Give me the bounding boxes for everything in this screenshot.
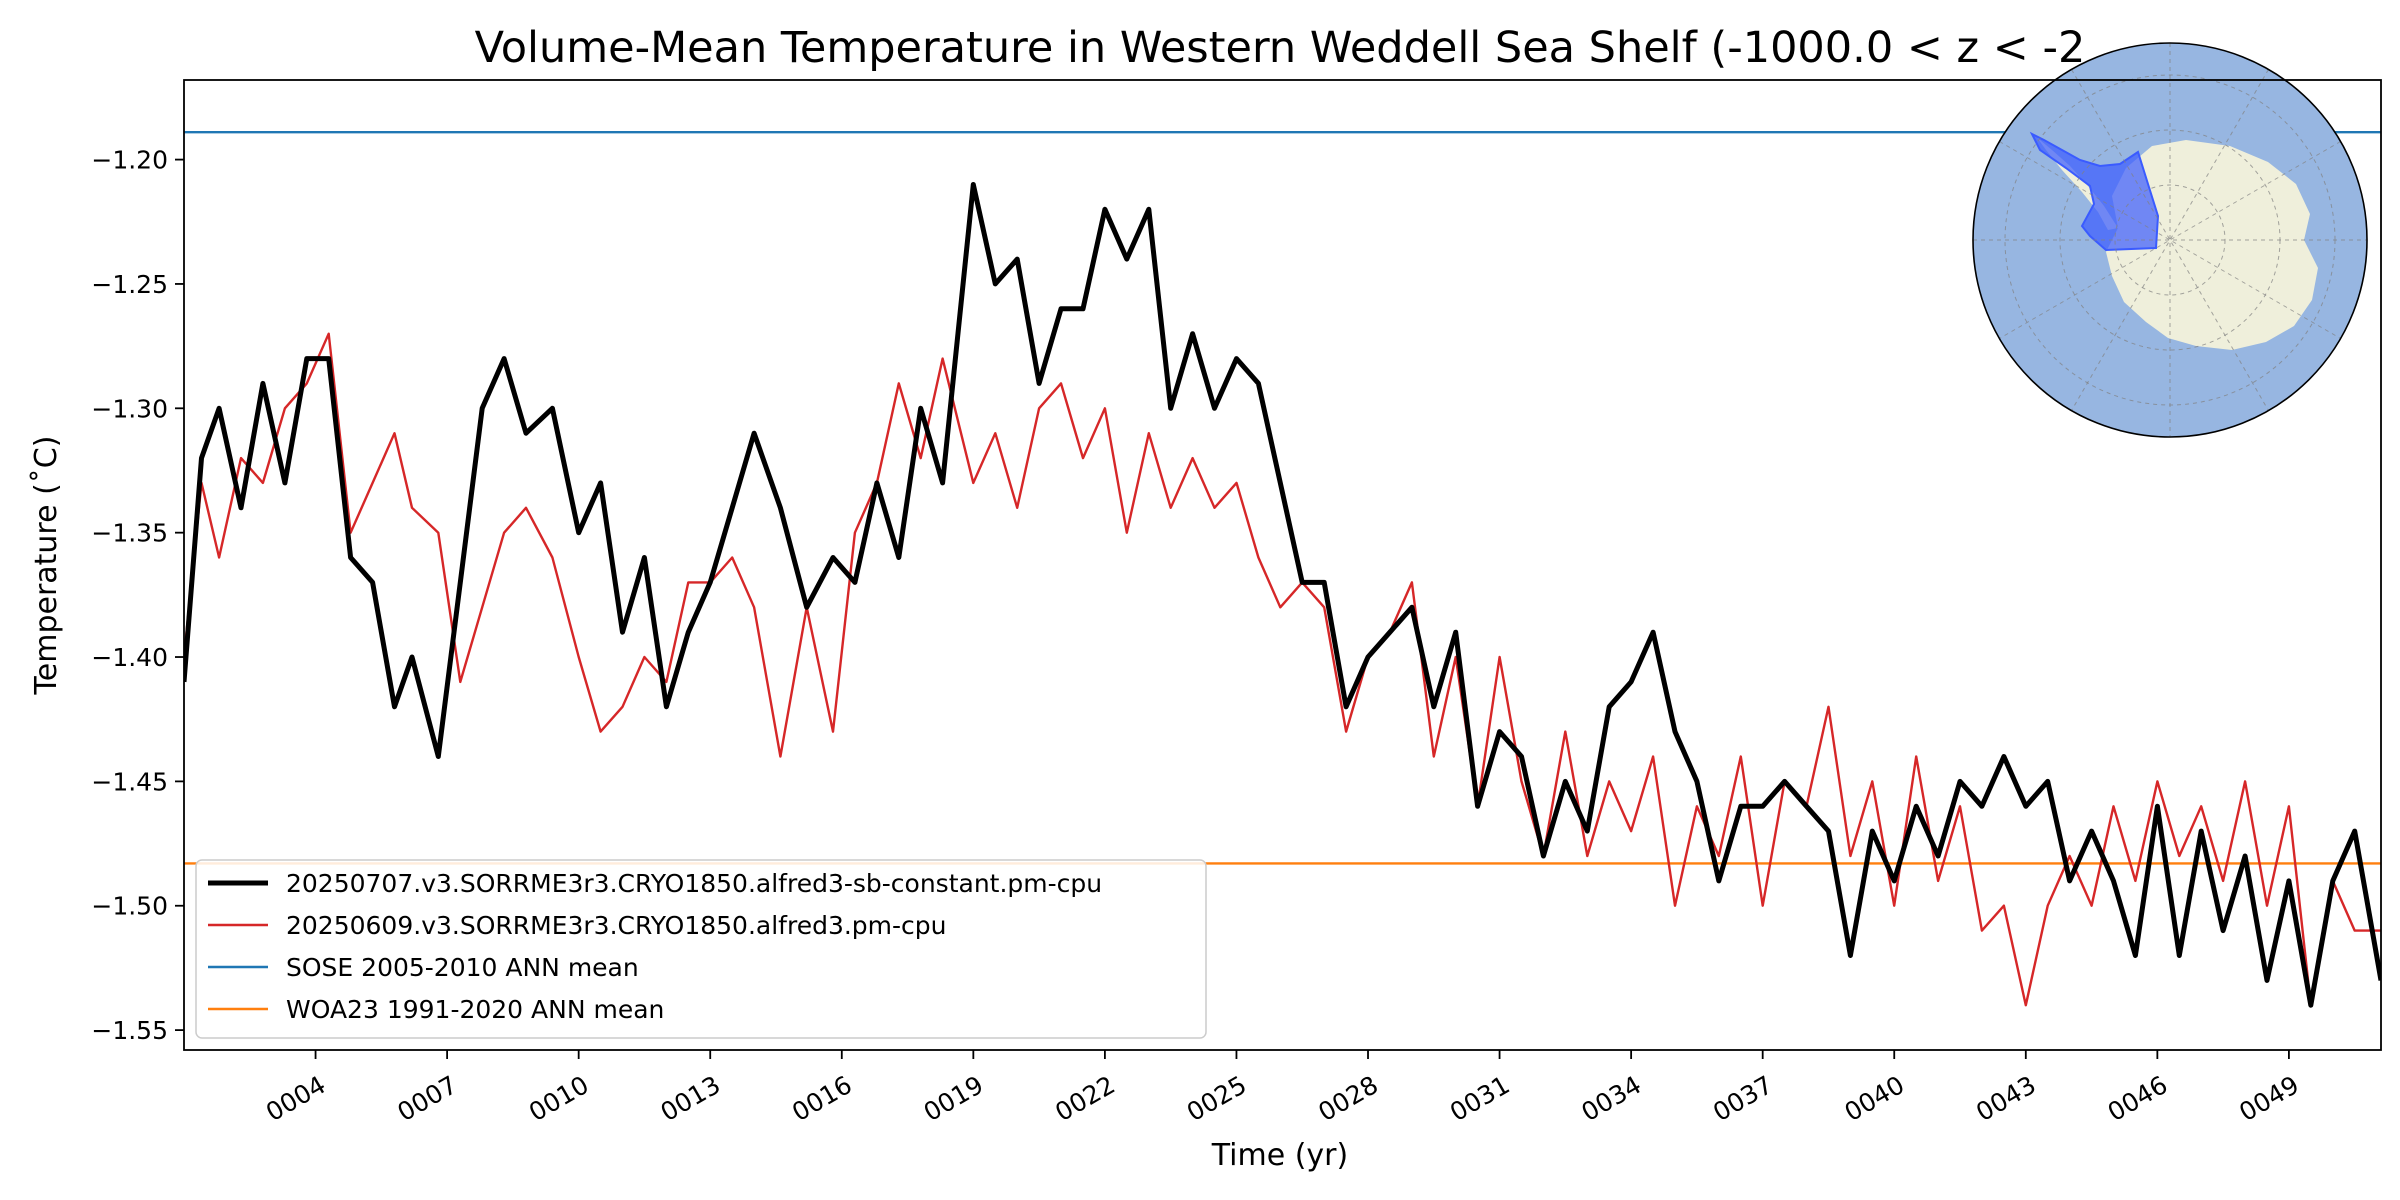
y-tick-label: −1.55: [91, 1016, 168, 1045]
y-tick-label: −1.30: [91, 394, 168, 423]
y-axis-label: Temperature (˚C): [29, 436, 64, 696]
x-tick-label: 0007: [393, 1070, 463, 1127]
x-tick-label: 0040: [1840, 1070, 1910, 1127]
x-tick-label: 0031: [1445, 1070, 1515, 1127]
x-tick-label: 0043: [1971, 1070, 2041, 1127]
plot-frame: [183, 79, 2382, 1051]
y-tick-label: −1.20: [91, 146, 168, 175]
x-tick-label: 0010: [524, 1070, 594, 1127]
x-axis-ticks: 0004 0007 0010 0013 0016 0019 0022 0025 0028 0031…: [261, 1050, 2304, 1127]
legend-label-0: 20250707.v3.SORRME3r3.CRYO1850.alfred3-s…: [286, 869, 1102, 898]
chart-title: Volume-Mean Temperature in Western Wedde…: [475, 23, 2086, 73]
x-tick-label: 0034: [1577, 1070, 1647, 1127]
legend-label-3: WOA23 1991-2020 ANN mean: [286, 995, 664, 1024]
x-tick-label: 0037: [1708, 1070, 1778, 1127]
x-tick-label: 0049: [2234, 1070, 2304, 1127]
x-tick-label: 0025: [1182, 1070, 1252, 1127]
map-region-highlight: [2029, 131, 2160, 252]
x-tick-label: 0019: [919, 1070, 989, 1127]
x-tick-label: 0022: [1050, 1070, 1120, 1127]
map-border: [1972, 42, 2368, 438]
legend-box: [195, 859, 1207, 1039]
map-graticule: [1973, 43, 2367, 437]
series-line-0: [184, 182, 2381, 1008]
x-tick-label: 0016: [787, 1070, 857, 1127]
inset-map: [1972, 42, 2368, 438]
x-tick-label: 0013: [656, 1070, 726, 1127]
x-tick-label: 0046: [2103, 1070, 2173, 1127]
x-tick-label: 0028: [1313, 1070, 1383, 1127]
y-axis-ticks: −1.20 −1.25 −1.30 −1.35 −1.40 −1.45 −1.50 −1.55: [91, 146, 184, 1045]
legend-label-2: SOSE 2005-2010 ANN mean: [286, 953, 639, 982]
y-tick-label: −1.40: [91, 643, 168, 672]
y-tick-label: −1.50: [91, 892, 168, 921]
series-lines: [184, 182, 2381, 1008]
series-line-1: [184, 332, 2381, 1007]
x-tick-label: 0004: [261, 1070, 331, 1127]
y-tick-label: −1.45: [91, 767, 168, 796]
x-axis-label: Time (yr): [1211, 1138, 1348, 1173]
y-tick-label: −1.25: [91, 270, 168, 299]
map-antarctica-land: [2106, 140, 2318, 350]
y-tick-label: −1.35: [91, 519, 168, 548]
legend-label-1: 20250609.v3.SORRME3r3.CRYO1850.alfred3.p…: [286, 911, 947, 940]
legend: 20250707.v3.SORRME3r3.CRYO1850.alfred3-s…: [195, 859, 1207, 1039]
